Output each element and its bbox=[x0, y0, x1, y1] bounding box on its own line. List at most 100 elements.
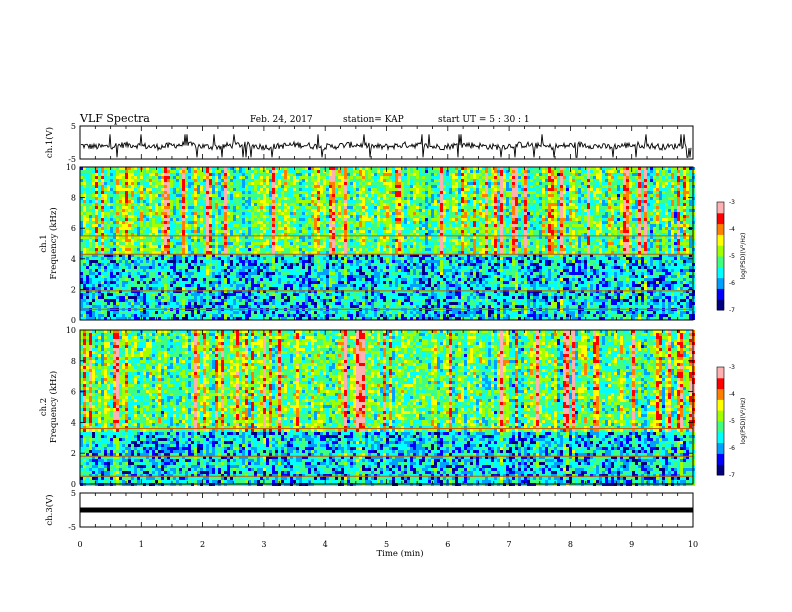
spectrogram-cell bbox=[614, 173, 617, 176]
spectrogram-cell bbox=[401, 179, 404, 182]
spectrogram-cell bbox=[473, 176, 476, 179]
spectrogram-cell bbox=[314, 176, 317, 179]
spectrogram-cell bbox=[152, 176, 155, 179]
spectrogram-cell bbox=[278, 182, 281, 185]
spectrogram-cell bbox=[305, 176, 308, 179]
spectrogram-cell bbox=[431, 173, 434, 176]
spectrogram-cell bbox=[500, 170, 503, 173]
spectrogram-cell bbox=[266, 182, 269, 185]
spectrogram-cell bbox=[173, 182, 176, 185]
spectrogram-cell bbox=[566, 176, 569, 179]
spectrogram-cell bbox=[521, 173, 524, 176]
spectrogram-cell bbox=[287, 176, 290, 179]
spectrogram-cell bbox=[611, 188, 614, 191]
spectrogram-cell bbox=[440, 179, 443, 182]
spectrogram-cell bbox=[527, 176, 530, 179]
spectrogram-cell bbox=[320, 173, 323, 176]
spectrogram-cell bbox=[200, 182, 203, 185]
spectrogram-cell bbox=[155, 188, 158, 191]
spectrogram-cell bbox=[218, 173, 221, 176]
spectrogram-cell bbox=[650, 188, 653, 191]
spectrogram-cell bbox=[479, 188, 482, 191]
spectrogram-cell bbox=[404, 179, 407, 182]
spectrogram-cell bbox=[209, 182, 212, 185]
spectrogram-cell bbox=[428, 179, 431, 182]
spectrogram-cell bbox=[101, 173, 104, 176]
spectrogram-cell bbox=[452, 170, 455, 173]
spectrogram-cell bbox=[266, 173, 269, 176]
spectrogram-cell bbox=[107, 170, 110, 173]
spectrogram-cell bbox=[632, 188, 635, 191]
start-time-label: start UT = 5 : 30 : 1 bbox=[438, 115, 530, 125]
spectrogram-cell bbox=[269, 182, 272, 185]
spectrogram-cell bbox=[230, 191, 233, 194]
spectrogram-cell bbox=[335, 170, 338, 173]
spectrogram-cell bbox=[476, 179, 479, 182]
spectrogram-cell bbox=[578, 188, 581, 191]
spectrogram-cell bbox=[164, 191, 167, 194]
spectrogram-cell bbox=[380, 182, 383, 185]
spectrogram-cell bbox=[653, 170, 656, 173]
spectrogram-cell bbox=[365, 179, 368, 182]
spectrogram-cell bbox=[521, 188, 524, 191]
spectrogram-cell bbox=[260, 185, 263, 188]
spectrogram-cell bbox=[587, 170, 590, 173]
spectrogram-cell bbox=[605, 188, 608, 191]
spectrogram-cell bbox=[266, 191, 269, 194]
spectrogram-cell bbox=[398, 182, 401, 185]
spectrogram-cell bbox=[311, 170, 314, 173]
spectrogram-cell bbox=[419, 176, 422, 179]
spectrogram-cell bbox=[104, 170, 107, 173]
spectrogram-cell bbox=[515, 176, 518, 179]
spectrogram-cell bbox=[368, 185, 371, 188]
spectrogram-cell bbox=[494, 170, 497, 173]
spectrogram-cell bbox=[224, 176, 227, 179]
spectrogram-cell bbox=[125, 182, 128, 185]
spectrogram-cell bbox=[524, 182, 527, 185]
spectrogram-cell bbox=[278, 188, 281, 191]
spectrogram-cell bbox=[263, 188, 266, 191]
spectrogram-cell bbox=[203, 170, 206, 173]
spectrogram-cell bbox=[278, 170, 281, 173]
panel-ylabel: ch.1(V) bbox=[44, 127, 55, 158]
spectrogram-cell bbox=[296, 185, 299, 188]
spectrogram-cell bbox=[416, 179, 419, 182]
spectrogram-cell bbox=[674, 176, 677, 179]
spectrogram-cell bbox=[233, 188, 236, 191]
spectrogram-cell bbox=[98, 173, 101, 176]
spectrogram-cell bbox=[365, 188, 368, 191]
spectrogram-cell bbox=[491, 170, 494, 173]
spectrogram-cell bbox=[386, 176, 389, 179]
spectrogram-cell bbox=[557, 188, 560, 191]
spectrogram-cell bbox=[254, 176, 257, 179]
spectrogram-cell bbox=[461, 182, 464, 185]
spectrogram-cell bbox=[275, 188, 278, 191]
spectrogram-cell bbox=[203, 191, 206, 194]
spectrogram-cell bbox=[533, 188, 536, 191]
spectrogram-cell bbox=[545, 179, 548, 182]
spectrogram-cell bbox=[389, 185, 392, 188]
spectrogram-cell bbox=[239, 179, 242, 182]
spectrogram-cell bbox=[662, 173, 665, 176]
spectrogram-cell bbox=[596, 176, 599, 179]
spectrogram-cell bbox=[119, 185, 122, 188]
spectrogram-cell bbox=[356, 173, 359, 176]
spectrogram-cell bbox=[560, 188, 563, 191]
spectrogram-cell bbox=[680, 173, 683, 176]
spectrogram-cell bbox=[413, 188, 416, 191]
spectrogram-cell bbox=[644, 173, 647, 176]
spectrogram-cell bbox=[338, 191, 341, 194]
spectrogram-cell bbox=[167, 173, 170, 176]
spectrogram-cell bbox=[329, 170, 332, 173]
spectrogram-cell bbox=[266, 176, 269, 179]
spectrogram-cell bbox=[596, 170, 599, 173]
spectrogram-cell bbox=[650, 179, 653, 182]
spectrogram-cell bbox=[437, 191, 440, 194]
spectrogram-cell bbox=[140, 188, 143, 191]
spectrogram-cell bbox=[353, 185, 356, 188]
spectrogram-cell bbox=[497, 173, 500, 176]
spectrogram-cell bbox=[149, 182, 152, 185]
spectrogram-cell bbox=[656, 188, 659, 191]
spectrogram-cell bbox=[638, 182, 641, 185]
spectrogram-cell bbox=[617, 179, 620, 182]
